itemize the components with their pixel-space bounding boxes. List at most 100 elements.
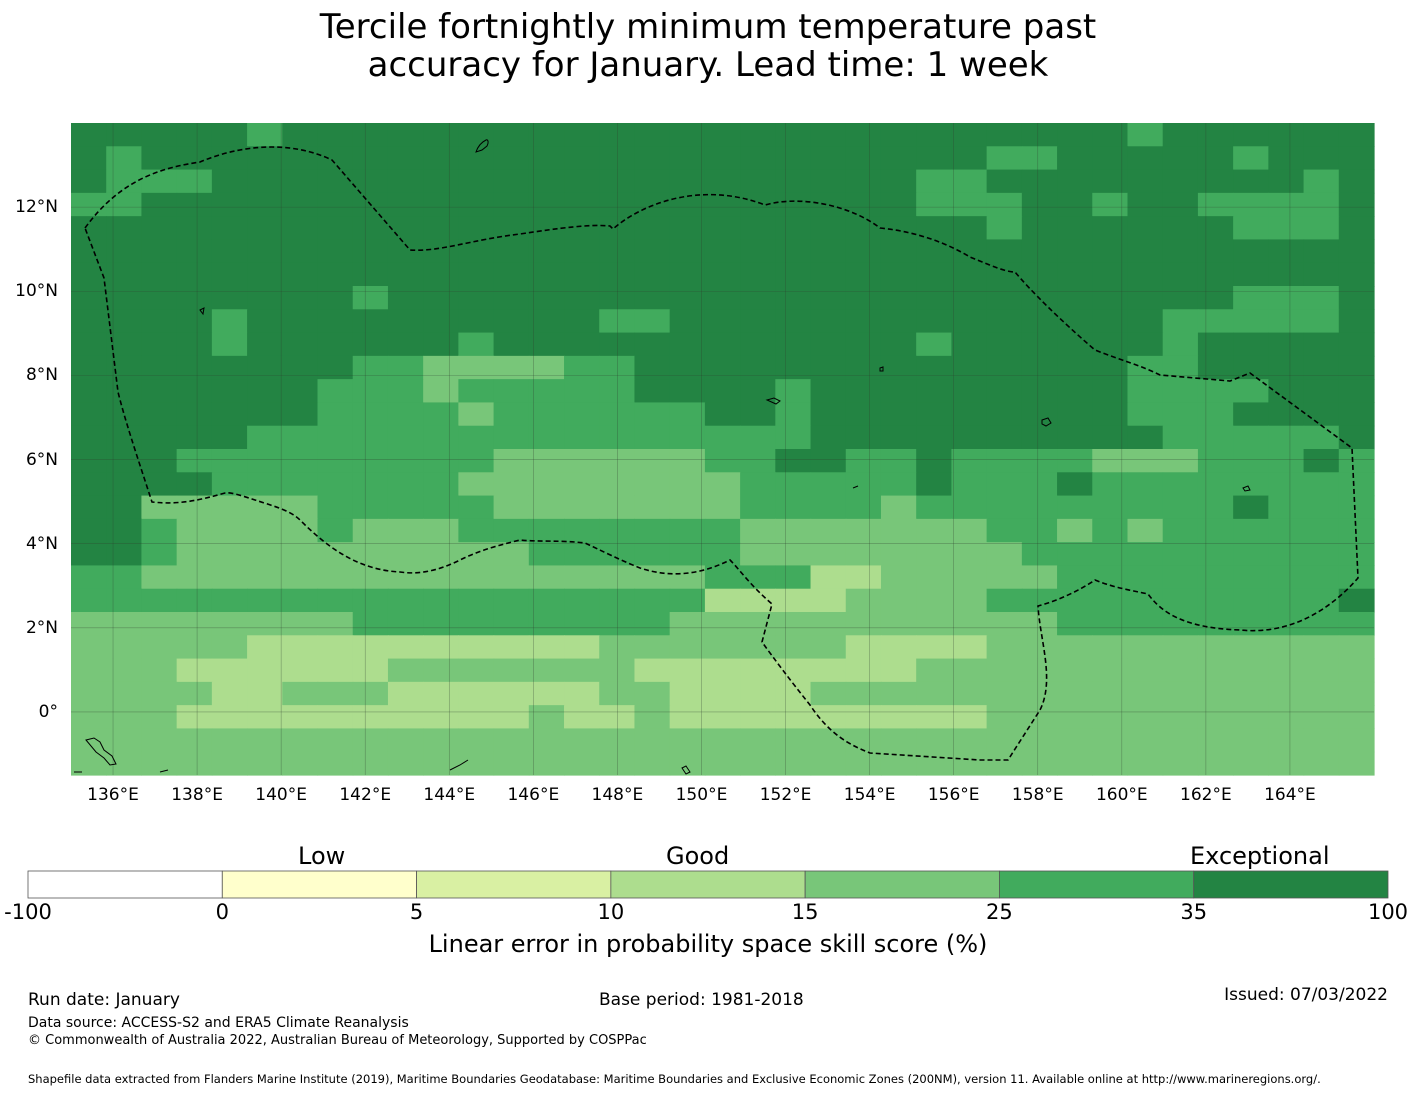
skill-cell [528, 332, 565, 357]
skill-cell [775, 495, 812, 520]
skill-cell [317, 425, 354, 450]
skill-cell [916, 355, 953, 380]
skill-cell [916, 286, 953, 310]
skill-cell [317, 286, 354, 310]
skill-cell [211, 169, 248, 194]
skill-cell [1021, 472, 1058, 497]
skill-cell [317, 588, 354, 613]
skill-cell [880, 681, 917, 706]
skill-cell [141, 216, 178, 241]
skill-cell [669, 449, 706, 473]
skill-cell [1338, 472, 1375, 497]
skill-cell [387, 635, 424, 660]
skill-cell [317, 681, 354, 706]
skill-cell [740, 612, 776, 636]
skill-cell [1268, 495, 1305, 520]
colorbar-bin [1193, 870, 1389, 899]
skill-cell [845, 681, 882, 706]
skill-cell [775, 681, 812, 706]
island-yap [199, 307, 205, 316]
skill-cell [1338, 379, 1375, 404]
skill-cell [845, 751, 882, 776]
skill-cell [528, 239, 565, 264]
skill-cell [387, 495, 424, 520]
skill-cell [1303, 728, 1340, 753]
skill-cell [1162, 192, 1199, 217]
category-exceptional-label: Exceptional [1190, 842, 1330, 870]
skill-cell [1338, 286, 1375, 310]
skill-cell [247, 635, 283, 660]
skill-cell [71, 472, 107, 497]
skill-cell [845, 425, 882, 450]
skill-cell [740, 425, 776, 450]
skill-cell [71, 332, 107, 357]
skill-cell [176, 588, 213, 613]
skill-cell [1021, 239, 1058, 264]
skill-cell [71, 379, 107, 404]
skill-cell [1057, 612, 1093, 636]
skill-cell [1127, 216, 1164, 241]
skill-cell [528, 635, 565, 660]
skill-cell [458, 542, 495, 567]
skill-cell [176, 425, 213, 450]
skill-cell [916, 588, 953, 613]
skill-cell [1268, 216, 1305, 241]
skill-cell [493, 728, 530, 753]
skill-cell [1162, 588, 1199, 613]
skill-cell [1197, 355, 1234, 380]
skill-cell [634, 449, 671, 473]
skill-cell [1162, 518, 1199, 543]
skill-cell [247, 658, 283, 683]
skill-cell [599, 169, 636, 194]
skill-cell [704, 332, 741, 357]
skill-cell [951, 728, 988, 753]
skill-cell [599, 518, 636, 543]
skill-cell [845, 658, 882, 683]
skill-cell [1092, 565, 1129, 590]
skill-cell [423, 379, 459, 404]
skill-cell [845, 123, 882, 147]
skill-cell [1162, 402, 1199, 427]
skill-cell [528, 123, 565, 147]
skill-cell [1197, 146, 1234, 171]
skill-cell [669, 239, 706, 264]
skill-cell [71, 751, 107, 776]
skill-cell [845, 728, 882, 753]
skill-cell [740, 216, 776, 241]
skill-cell [1092, 379, 1129, 404]
skill-cell [916, 518, 953, 543]
skill-cell [1233, 588, 1269, 613]
skill-cell [176, 449, 213, 473]
skill-cell [880, 635, 917, 660]
skill-cell [634, 751, 671, 776]
skill-cell [740, 402, 776, 427]
skill-cell [106, 635, 143, 660]
skill-cell [352, 216, 389, 241]
skill-cell [1303, 286, 1340, 310]
skill-cell [387, 542, 424, 567]
skill-cell [352, 169, 389, 194]
skill-cell [669, 542, 706, 567]
skill-cell [1021, 542, 1058, 567]
skill-cell [1127, 612, 1164, 636]
skill-cell [141, 518, 178, 543]
skill-cell [599, 379, 636, 404]
skill-cell [528, 379, 565, 404]
skill-cell [423, 309, 459, 334]
skill-cell [1268, 192, 1305, 217]
skill-cell [1021, 681, 1058, 706]
skill-cell [141, 565, 178, 590]
skill-cell [71, 355, 107, 380]
skill-cell [1162, 262, 1199, 287]
skill-cell [387, 472, 424, 497]
skill-cell [1021, 169, 1058, 194]
skill-cell [810, 705, 847, 730]
skill-cell [493, 355, 530, 380]
skill-cell [916, 425, 953, 450]
skill-cell [1268, 681, 1305, 706]
skill-cell [880, 588, 917, 613]
skill-cell [1197, 635, 1234, 660]
skill-cell [564, 169, 600, 194]
skill-cell [423, 565, 459, 590]
skill-cell [352, 472, 389, 497]
